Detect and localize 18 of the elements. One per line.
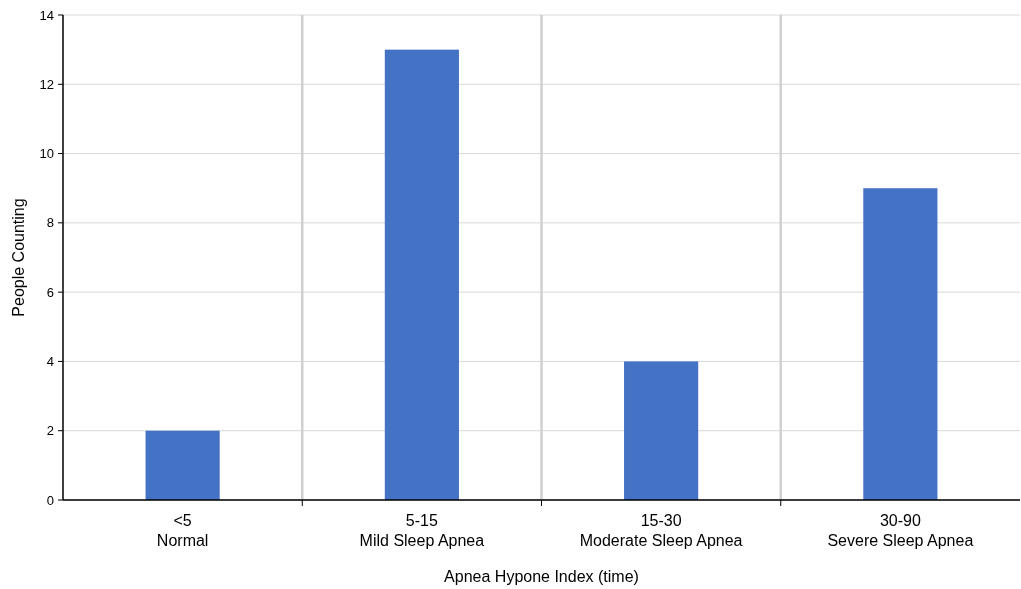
bar (624, 361, 699, 500)
x-tick-label: 15-30 Moderate Sleep Apnea (579, 512, 743, 549)
x-axis-title: Apnea Hypone Index (time) (444, 568, 639, 585)
bar (384, 49, 459, 500)
x-tick-label: 30-90 Severe Sleep Apnea (827, 512, 974, 549)
y-axis-title: People Counting (10, 198, 27, 317)
y-tick-label: 14 (39, 7, 54, 23)
x-tick-label: <5 Normal (156, 512, 209, 549)
y-tick-label: 0 (46, 492, 54, 508)
bar (863, 188, 938, 500)
y-tick-label: 8 (46, 215, 54, 231)
y-tick-label: 10 (39, 146, 54, 162)
y-tick-label: 4 (46, 353, 54, 369)
y-tick-label: 2 (46, 423, 54, 439)
y-tick-label: 12 (39, 76, 54, 92)
y-tick-label: 6 (46, 284, 54, 300)
bar (145, 430, 220, 500)
x-tick-label: 5-15 Mild Sleep Apnea (359, 512, 485, 549)
